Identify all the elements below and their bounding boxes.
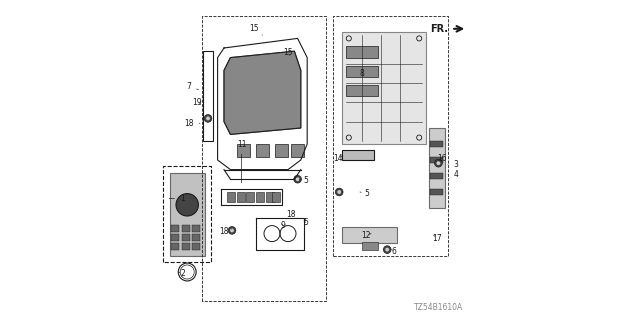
Polygon shape <box>170 173 205 256</box>
Polygon shape <box>224 51 301 134</box>
Bar <box>430 189 443 195</box>
Text: 8: 8 <box>359 69 364 78</box>
Bar <box>182 234 189 241</box>
Bar <box>346 66 378 77</box>
Text: 14: 14 <box>333 154 342 163</box>
Text: 9: 9 <box>281 221 285 230</box>
Text: 7: 7 <box>186 82 198 91</box>
Text: 5: 5 <box>303 218 308 227</box>
Bar <box>246 192 255 202</box>
Bar <box>192 225 200 232</box>
Circle shape <box>228 227 236 234</box>
Bar <box>430 141 443 147</box>
Text: 3: 3 <box>448 160 458 169</box>
Text: 5: 5 <box>360 189 369 198</box>
Text: 6: 6 <box>391 247 396 256</box>
Circle shape <box>230 228 234 232</box>
Text: 1: 1 <box>169 194 185 203</box>
Text: 18: 18 <box>287 210 296 219</box>
Bar <box>182 225 189 232</box>
Text: 4: 4 <box>448 170 458 179</box>
Polygon shape <box>275 144 288 157</box>
Bar <box>430 173 443 179</box>
Text: 12: 12 <box>362 231 371 240</box>
Text: 16: 16 <box>436 154 447 163</box>
Polygon shape <box>237 144 250 157</box>
Bar <box>346 85 378 96</box>
Text: 2: 2 <box>179 269 185 278</box>
Circle shape <box>204 115 212 122</box>
Text: 11: 11 <box>237 140 246 183</box>
Bar <box>430 157 443 163</box>
Bar <box>237 192 245 202</box>
Text: TZ54B1610A: TZ54B1610A <box>414 303 463 312</box>
Circle shape <box>335 188 343 196</box>
Bar <box>172 234 179 241</box>
Text: 15: 15 <box>283 48 293 57</box>
Polygon shape <box>342 32 426 144</box>
Polygon shape <box>291 144 304 157</box>
Text: 19: 19 <box>192 98 202 107</box>
Text: 15: 15 <box>250 24 262 35</box>
Bar <box>182 243 189 250</box>
Text: 5: 5 <box>300 176 308 185</box>
Bar <box>192 234 200 241</box>
Circle shape <box>296 177 300 181</box>
Text: 18: 18 <box>184 119 200 128</box>
Polygon shape <box>342 150 374 160</box>
Bar <box>346 46 378 58</box>
Text: 17: 17 <box>432 234 442 243</box>
Circle shape <box>385 248 389 252</box>
Bar <box>256 192 264 202</box>
Circle shape <box>436 161 440 165</box>
Circle shape <box>383 246 391 253</box>
Polygon shape <box>342 227 397 243</box>
Circle shape <box>176 194 198 216</box>
Bar <box>362 242 378 250</box>
Bar <box>172 225 179 232</box>
Bar <box>266 192 274 202</box>
Circle shape <box>206 116 210 120</box>
Text: FR.: FR. <box>430 24 448 34</box>
Bar <box>227 192 236 202</box>
Polygon shape <box>429 128 445 208</box>
Circle shape <box>435 159 442 167</box>
Bar <box>172 243 179 250</box>
Bar <box>272 192 280 202</box>
Circle shape <box>337 190 341 194</box>
Polygon shape <box>256 144 269 157</box>
Circle shape <box>294 175 301 183</box>
Text: 18: 18 <box>220 228 232 236</box>
Bar <box>192 243 200 250</box>
